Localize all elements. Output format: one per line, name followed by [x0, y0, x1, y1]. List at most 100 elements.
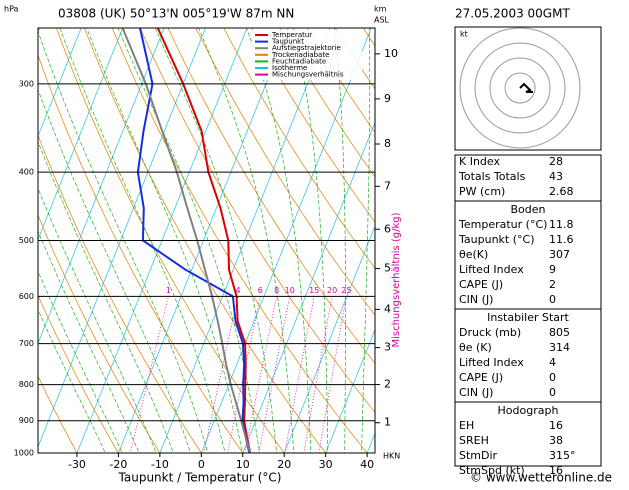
height-tick-label: 5 — [384, 262, 391, 275]
table-value: 28 — [549, 155, 563, 168]
x-tick-label: -20 — [109, 458, 127, 471]
table-label: PW (cm) — [459, 185, 505, 198]
height-tick-label: 10 — [384, 47, 398, 60]
table-label: SREH — [459, 434, 489, 447]
y-tick-label: 400 — [19, 168, 34, 177]
table-label: CIN (J) — [459, 386, 493, 399]
y-tick-label: 600 — [19, 292, 34, 301]
mixing-ratio-line — [282, 296, 314, 468]
height-tick-label: 1 — [384, 416, 391, 429]
table-value: 16 — [549, 419, 563, 432]
hodo-trace — [520, 84, 533, 92]
legend-label: Mischungsverhältnis — [272, 71, 344, 79]
y-tick-label: 1000 — [14, 449, 34, 458]
table-label: θe(K) — [459, 248, 488, 261]
mixing-ratio-line — [201, 296, 238, 468]
mixing-ratio-label: 1 — [166, 286, 171, 295]
y2-axis-title: Mischungsverhältnis (g/kg) — [391, 212, 402, 347]
table-label: Lifted Index — [459, 263, 524, 276]
height-tick-label: 2 — [384, 378, 391, 391]
section-title: Boden — [511, 203, 546, 216]
mixing-ratio-label: 8 — [274, 286, 279, 295]
y-tick-label: 700 — [19, 339, 34, 348]
table-value: 0 — [549, 293, 556, 306]
dry-adiabat — [0, 0, 43, 468]
mixing-ratio-label: 10 — [285, 286, 295, 295]
table-label: Druck (mb) — [459, 326, 521, 339]
table-value: 38 — [549, 434, 563, 447]
table-label: Lifted Index — [459, 356, 524, 369]
section-title: Hodograph — [498, 404, 559, 417]
mixing-ratio-line — [127, 296, 169, 468]
moist-adiabat — [0, 0, 112, 468]
table-value: 307 — [549, 248, 570, 261]
table-label: EH — [459, 419, 474, 432]
x-tick-label: -30 — [68, 458, 86, 471]
hodograph: kt — [455, 27, 601, 150]
table-value: 11.8 — [549, 218, 574, 231]
moist-adiabat — [0, 0, 146, 468]
table-value: 2.68 — [549, 185, 574, 198]
x-tick-label: 0 — [198, 458, 205, 471]
lcl-label: HKN — [383, 452, 400, 461]
section-title: Instabiler Start — [487, 311, 569, 324]
height-ref: ASL — [374, 16, 390, 25]
table-label: CAPE (J) — [459, 371, 503, 384]
date: 27.05.2003 00GMT — [455, 7, 570, 21]
isotherm — [30, 0, 233, 468]
hodo-unit: kt — [460, 30, 468, 39]
x-tick-label: -10 — [151, 458, 169, 471]
mixing-ratio-line — [256, 296, 290, 468]
x-axis-title: Taupunkt / Temperatur (°C) — [118, 471, 282, 485]
table-value: 4 — [549, 356, 556, 369]
table-label: θe (K) — [459, 341, 492, 354]
table-label: Temperatur (°C) — [458, 218, 547, 231]
table-label: CIN (J) — [459, 293, 493, 306]
mixing-ratio-label: 25 — [341, 286, 351, 295]
footer: © www.wetteronline.de — [470, 471, 612, 485]
height-unit: km — [374, 5, 387, 14]
y-tick-label: 300 — [19, 79, 34, 88]
moist-adiabat — [0, 0, 162, 468]
height-tick-label: 3 — [384, 341, 391, 354]
table-value: 805 — [549, 326, 570, 339]
table-value: 314 — [549, 341, 570, 354]
isotherm — [0, 0, 67, 468]
mixing-ratio-line — [316, 296, 346, 468]
isotherm — [0, 0, 109, 468]
moist-adiabat — [0, 0, 195, 468]
mixing-ratio-label: 15 — [309, 286, 319, 295]
table-value: 9 — [549, 263, 556, 276]
station: 03808 (UK) 50°13'N 005°19'W 87m NN — [58, 7, 294, 21]
dry-adiabat — [530, 0, 629, 468]
pressure-unit: hPa — [4, 5, 19, 14]
moist-adiabat — [0, 0, 179, 468]
x-tick-label: 30 — [319, 458, 333, 471]
dry-adiabat — [0, 0, 127, 468]
x-tick-label: 10 — [236, 458, 250, 471]
x-tick-label: 20 — [277, 458, 291, 471]
x-tick-label: 40 — [360, 458, 374, 471]
table-value: 2 — [549, 278, 556, 291]
mixing-ratio-label: 4 — [235, 286, 240, 295]
table-label: K Index — [459, 155, 500, 168]
mixing-ratio-label: 20 — [327, 286, 337, 295]
table-label: StmDir — [459, 449, 498, 462]
moist-adiabat — [37, 0, 229, 468]
y-tick-label: 800 — [19, 380, 34, 389]
mixing-ratio-label: 6 — [258, 286, 263, 295]
height-tick-label: 6 — [384, 222, 391, 235]
table-value: 315° — [549, 449, 576, 462]
y-tick-label: 900 — [19, 416, 34, 425]
height-tick-label: 9 — [384, 92, 391, 105]
height-tick-label: 4 — [384, 302, 391, 315]
table-value: 0 — [549, 386, 556, 399]
height-tick-label: 7 — [384, 179, 391, 192]
table-label: CAPE (J) — [459, 278, 503, 291]
y-tick-label: 500 — [19, 236, 34, 245]
table-value: 43 — [549, 170, 563, 183]
isotherm — [0, 0, 26, 468]
height-tick-label: 8 — [384, 137, 391, 150]
